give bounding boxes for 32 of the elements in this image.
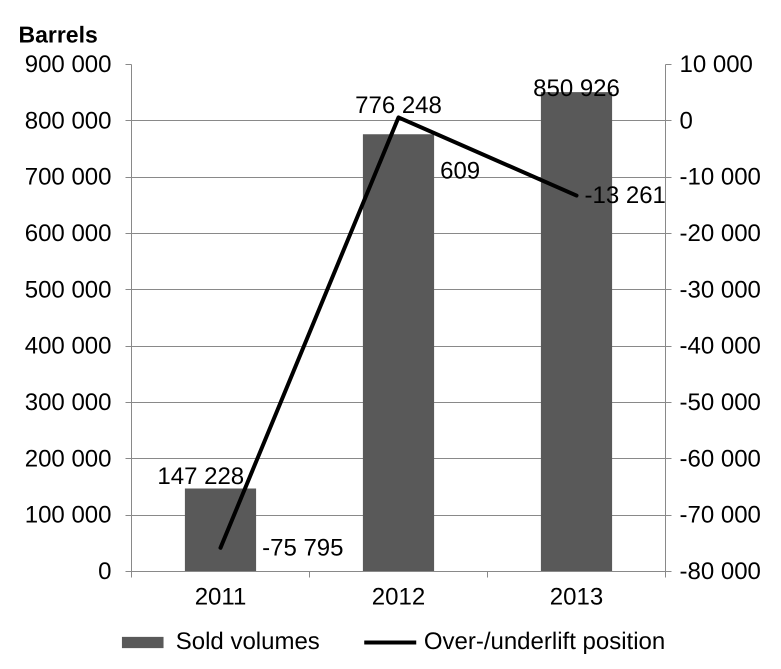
y-tick-label: 400 000	[24, 332, 112, 360]
y2-tick-label: 10 000	[680, 51, 753, 78]
y2-tick-label: -30 000	[680, 276, 761, 304]
y2-tick-label: -50 000	[680, 389, 761, 416]
y2-tick-label: 0	[680, 107, 693, 134]
legend-label: Sold volumes	[176, 628, 320, 656]
y-tick-label: 900 000	[24, 51, 112, 78]
bar	[184, 488, 256, 572]
y2-tick-label: -10 000	[680, 164, 761, 191]
y-tick-label: 800 000	[24, 107, 112, 134]
bar	[362, 134, 434, 572]
y2-tick-label: -20 000	[680, 220, 761, 247]
y-tick-label: 100 000	[24, 502, 112, 529]
y-tick-label: 700 000	[24, 164, 112, 191]
x-tick-label: 2013	[550, 584, 604, 610]
y-tick-label: 500 000	[24, 276, 112, 304]
y2-tick-label: -40 000	[680, 332, 761, 360]
y-tick-label: 200 000	[24, 445, 112, 472]
y2-tick-label: -60 000	[680, 445, 761, 472]
y2-tick-label: -80 000	[680, 558, 761, 585]
y-tick-label: 600 000	[24, 220, 112, 247]
y-axis-title: Barrels	[18, 22, 98, 48]
y-tick-label: 0	[98, 558, 112, 585]
y2-tick-label: -70 000	[680, 502, 761, 529]
x-tick-label: 2011	[194, 584, 246, 610]
x-tick-label: 2012	[372, 584, 426, 610]
data-label: 147 228	[157, 463, 244, 490]
data-label: -75 795	[262, 534, 344, 562]
legend-label: Over-/underlift position	[424, 628, 666, 656]
y-tick-label: 300 000	[24, 389, 112, 416]
data-label: 609	[440, 158, 480, 185]
data-label: 776 248	[355, 92, 442, 119]
